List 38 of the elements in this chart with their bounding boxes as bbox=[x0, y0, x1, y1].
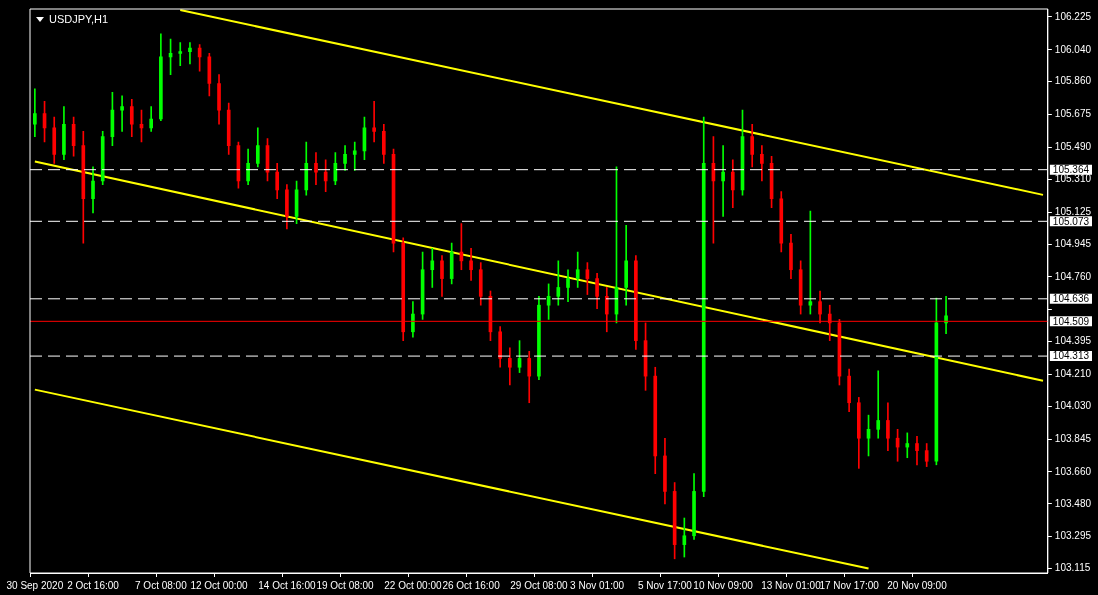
y-tick-label: 106.225 bbox=[1054, 10, 1092, 22]
ref-line-label: 104.509 bbox=[1052, 315, 1090, 327]
x-tick-label: 29 Oct 08:00 bbox=[510, 579, 568, 591]
y-tick-label: 104.395 bbox=[1054, 335, 1092, 347]
y-tick-label: 105.860 bbox=[1054, 75, 1092, 87]
x-tick-label: 13 Nov 01:00 bbox=[761, 579, 822, 591]
y-tick-label: 104.210 bbox=[1054, 368, 1092, 380]
y-tick-label: 105.490 bbox=[1054, 141, 1092, 153]
y-tick-label: 105.125 bbox=[1054, 205, 1092, 217]
y-tick-label: 103.660 bbox=[1054, 465, 1092, 477]
x-tick-label: 14 Oct 16:00 bbox=[258, 579, 316, 591]
x-tick-label: 3 Nov 01:00 bbox=[570, 579, 625, 591]
y-tick-label: 103.480 bbox=[1054, 497, 1092, 509]
ref-line-label: 105.073 bbox=[1052, 215, 1090, 227]
y-tick-label: 103.845 bbox=[1054, 432, 1092, 444]
y-tick-label: 103.115 bbox=[1054, 562, 1091, 574]
ref-line-label: 104.313 bbox=[1052, 350, 1090, 362]
x-tick-label: 30 Sep 2020 bbox=[6, 579, 64, 591]
ref-line-label: 105.364 bbox=[1052, 163, 1090, 175]
x-tick-label: 22 Oct 00:00 bbox=[384, 579, 442, 591]
y-tick-label: 105.310 bbox=[1054, 173, 1092, 185]
x-tick-label: 7 Oct 08:00 bbox=[135, 579, 188, 591]
y-tick-label: 104.030 bbox=[1054, 400, 1092, 412]
x-tick-label: 19 Oct 08:00 bbox=[316, 579, 375, 591]
x-tick-label: 26 Oct 16:00 bbox=[442, 579, 501, 591]
x-tick-label: 12 Oct 00:00 bbox=[190, 579, 249, 591]
y-tick-label: 104.760 bbox=[1054, 270, 1092, 282]
ref-line-label: 104.636 bbox=[1052, 293, 1090, 305]
y-tick-label: 104.945 bbox=[1054, 237, 1092, 249]
chart-title: USDJPY,H1 bbox=[49, 13, 109, 25]
x-tick-label: 20 Nov 09:00 bbox=[887, 579, 948, 591]
y-tick-label: 105.675 bbox=[1054, 108, 1092, 120]
x-tick-label: 10 Nov 09:00 bbox=[693, 579, 754, 591]
x-tick-label: 2 Oct 16:00 bbox=[67, 579, 120, 591]
y-tick-label: 103.295 bbox=[1054, 530, 1092, 542]
x-tick-label: 5 Nov 17:00 bbox=[637, 579, 693, 591]
y-tick-label: 106.040 bbox=[1054, 43, 1092, 55]
x-tick-label: 17 Nov 17:00 bbox=[819, 579, 880, 591]
